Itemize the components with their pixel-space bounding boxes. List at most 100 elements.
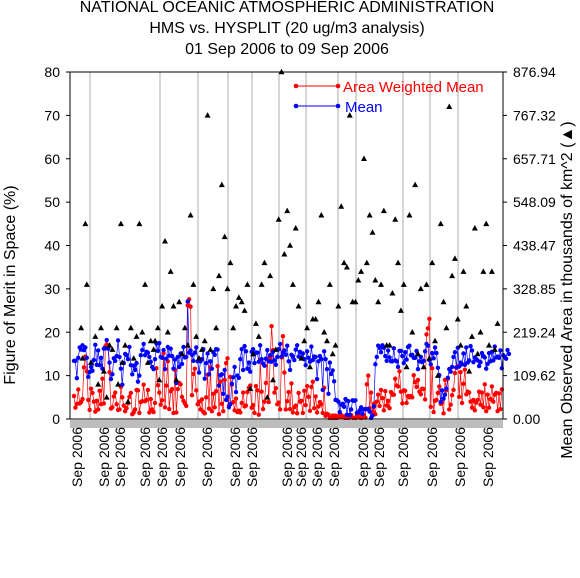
area-weighted-mean-point <box>299 398 304 403</box>
mean-point <box>250 346 256 352</box>
area-weighted-mean-point <box>148 396 153 402</box>
observed-area-triangle <box>258 281 265 287</box>
observed-area-triangle <box>488 268 495 274</box>
area-weighted-mean-point <box>457 394 462 400</box>
observed-area-triangle <box>255 333 262 339</box>
x-axis-minor-tick-band <box>70 420 503 428</box>
area-weighted-mean-point <box>158 402 163 407</box>
mean-point <box>374 354 379 360</box>
observed-area-triangle <box>176 298 183 305</box>
mean-point <box>395 364 401 370</box>
area-weighted-mean-point <box>175 386 180 392</box>
mean-point <box>422 349 428 354</box>
x-tick-label: Sep 2006 <box>309 427 325 487</box>
observed-area-triangle <box>457 342 464 348</box>
area-weighted-mean-point <box>211 391 216 397</box>
mean-point <box>152 356 158 362</box>
observed-area-triangle <box>406 211 413 218</box>
mean-point <box>469 348 475 353</box>
observed-area-triangle <box>494 320 501 326</box>
observed-area-triangle <box>215 272 222 279</box>
area-weighted-mean-point <box>269 323 274 329</box>
observed-area-triangle <box>269 376 276 383</box>
mean-point <box>243 349 249 354</box>
mean-point <box>265 347 270 353</box>
mean-point <box>125 356 131 362</box>
observed-area-triangle <box>95 381 102 387</box>
mean-point <box>117 354 122 360</box>
y-tick-label: 30 <box>44 281 60 297</box>
mean-point <box>505 347 510 353</box>
mean-point <box>164 356 169 361</box>
mean-point <box>88 364 94 370</box>
x-tick-label: Sep 2006 <box>199 427 215 487</box>
observed-area-triangle <box>468 333 475 339</box>
area-weighted-mean-point <box>135 388 141 393</box>
area-weighted-mean-point <box>481 405 486 410</box>
area-weighted-mean-point <box>310 379 315 384</box>
mean-point <box>370 413 375 418</box>
mean-point <box>292 357 297 363</box>
mean-point <box>124 353 129 358</box>
mean-point <box>132 367 138 373</box>
mean-point <box>476 363 482 369</box>
mean-point <box>169 353 175 359</box>
mean-point <box>118 366 124 371</box>
observed-area-triangle <box>179 350 186 357</box>
area-weighted-mean-point <box>458 369 463 375</box>
observed-area-triangle <box>164 329 171 335</box>
area-weighted-mean-point <box>410 395 415 400</box>
mean-point <box>108 376 114 382</box>
mean-point <box>91 357 97 363</box>
observed-area-triangle <box>471 224 478 231</box>
observed-area-triangle <box>261 259 268 266</box>
mean-point <box>451 354 456 360</box>
mean-point <box>353 398 358 403</box>
mean-point <box>314 376 320 382</box>
x-tick-label: Sep 2006 <box>172 427 188 487</box>
series-layer <box>71 68 512 421</box>
mean-point <box>503 356 509 361</box>
mean-point <box>407 343 412 348</box>
mean-point <box>202 376 207 381</box>
y-axis-label: Figure of Merit in Space (%) <box>2 185 19 384</box>
observed-area-triangle <box>136 220 143 227</box>
observed-area-triangle <box>369 229 376 235</box>
observed-area-triangle <box>281 250 288 257</box>
observed-area-triangle <box>224 285 231 292</box>
area-weighted-mean-point <box>293 403 298 408</box>
mean-point <box>196 370 202 375</box>
observed-area-triangle <box>346 112 353 118</box>
mean-point <box>242 343 247 349</box>
mean-point <box>184 354 189 360</box>
mean-point <box>464 345 469 350</box>
area-weighted-mean-point <box>137 410 142 416</box>
area-weighted-mean-point <box>245 389 250 395</box>
area-weighted-mean-point <box>374 399 379 404</box>
mean-point <box>373 362 378 367</box>
observed-area-triangle <box>106 342 113 348</box>
area-weighted-mean-point <box>216 412 222 417</box>
y-tick-label: 0 <box>52 411 60 427</box>
area-weighted-mean-point <box>147 410 152 415</box>
observed-area-triangle <box>460 268 467 274</box>
area-weighted-mean-point <box>314 410 320 415</box>
mean-point <box>140 347 145 353</box>
area-weighted-mean-point <box>223 360 229 366</box>
observed-area-triangle <box>372 277 379 283</box>
y2-tick-label: 548.09 <box>513 194 556 210</box>
area-weighted-mean-point <box>459 400 465 406</box>
mean-point <box>300 351 306 356</box>
observed-area-triangle <box>100 368 107 374</box>
mean-point <box>321 349 327 354</box>
area-weighted-mean-point <box>449 392 455 398</box>
mean-point <box>371 404 377 409</box>
mean-point <box>485 361 490 367</box>
observed-area-triangle <box>491 346 498 352</box>
area-weighted-mean-point <box>326 412 331 417</box>
observed-area-triangle <box>338 203 345 209</box>
mean-point <box>84 355 89 361</box>
area-weighted-mean-point <box>424 332 429 337</box>
x-tick-label: Sep 2006 <box>355 427 371 487</box>
observed-area-triangle <box>207 346 214 352</box>
